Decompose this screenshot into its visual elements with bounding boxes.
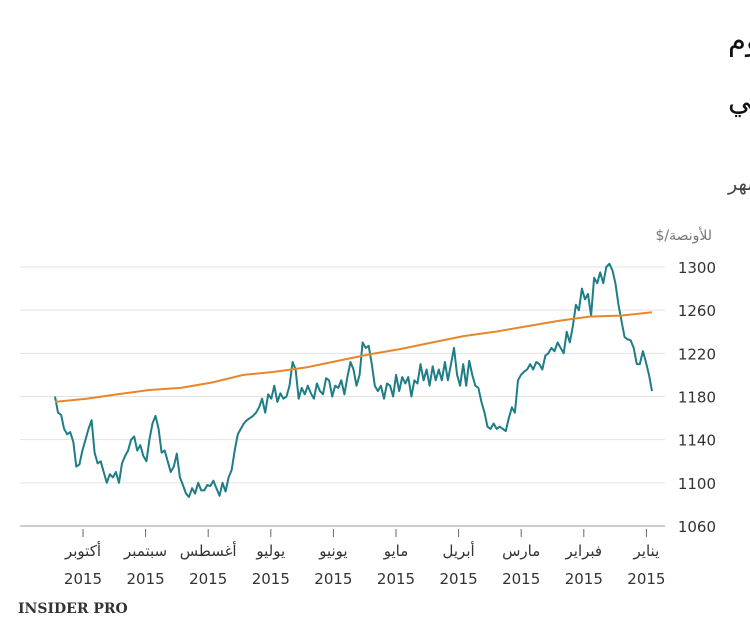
x-tick-year: 2015 (189, 570, 227, 588)
x-tick-label: يونيو (318, 542, 347, 560)
x-tick-year: 2015 (565, 570, 603, 588)
y-tick-label: 1220 (678, 345, 716, 363)
x-tick-label: فبراير (565, 542, 603, 560)
source-logo: INSIDER PRO (18, 601, 128, 617)
y-axis-label: $/للأونصة (655, 226, 712, 244)
y-tick-label: 1260 (678, 302, 716, 320)
x-tick-year: 2015 (314, 570, 352, 588)
x-tick-year: 2015 (64, 570, 102, 588)
series-line (54, 262, 653, 498)
y-tick-label: 1100 (678, 475, 716, 493)
x-tick-year: 2015 (127, 570, 165, 588)
chart-title: زاد سعر الذهب عن المتوسط لـ200 يوم (728, 23, 750, 57)
x-tick-year: 2015 (377, 570, 415, 588)
x-tick-year: 2015 (627, 570, 665, 588)
y-tick-label: 1060 (678, 518, 716, 536)
x-tick-label: مايو (383, 542, 409, 560)
x-tick-label: يناير (633, 542, 660, 560)
y-tick-label: 1180 (678, 389, 716, 407)
x-tick-year: 2015 (440, 570, 478, 588)
y-tick-label: 1140 (678, 432, 716, 450)
chart-title: على خلفية الأخبار السلبية عن وضع الاقتصا… (728, 81, 750, 118)
x-tick-label: يوليو (255, 542, 285, 560)
x-tick-label: مارس (502, 542, 540, 560)
x-tick-year: 2015 (502, 570, 540, 588)
x-tick-year: 2015 (252, 570, 290, 588)
x-tick-label: أغسطس (180, 541, 237, 560)
chart-subtitle: يبلغ الذهب هذا السعر لأول مرة خلال 5 أشه… (727, 171, 750, 195)
x-tick-label: أكتوبر (64, 541, 101, 560)
x-tick-label: سبتمبر (123, 542, 167, 560)
y-tick-label: 1300 (678, 259, 716, 277)
series-line (54, 311, 653, 403)
x-tick-label: أبريل (443, 541, 475, 560)
